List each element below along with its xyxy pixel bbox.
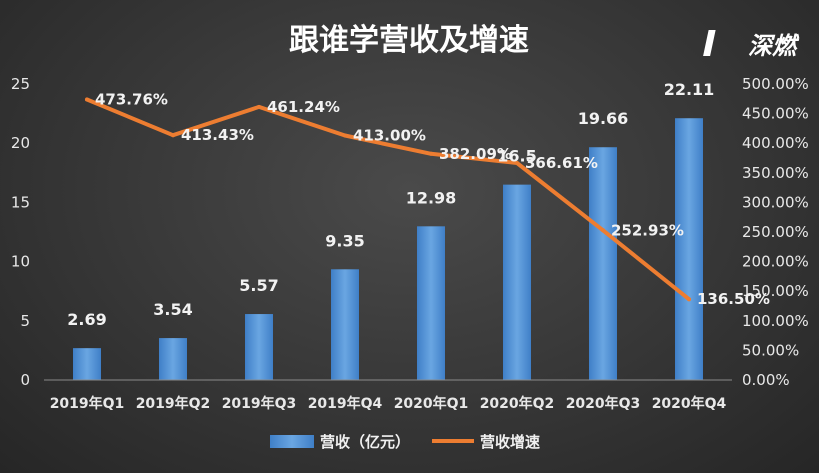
bar-series (73, 118, 703, 381)
left-axis: 0 5 10 15 20 25 (11, 75, 30, 389)
x-axis-tick-label: 2020年Q1 (394, 395, 469, 412)
revenue-bar-label: 3.54 (153, 300, 192, 319)
left-axis-tick-label: 10 (11, 253, 30, 271)
left-axis-tick-label: 5 (20, 312, 30, 330)
legend-label-bar: 营收（亿元） (320, 433, 410, 451)
x-axis-tick-label: 2019年Q1 (50, 395, 125, 412)
revenue-bar (159, 338, 187, 380)
growth-rate-point (687, 297, 691, 302)
right-axis: 0.00% 50.00% 100.00% 150.00% 200.00% 250.00% 3… (742, 75, 809, 389)
right-axis-tick-label: 150.00% (742, 282, 809, 300)
growth-rate-point (85, 97, 89, 102)
growth-rate-label: 252.93% (611, 221, 684, 239)
revenue-bar-label: 22.11 (664, 80, 715, 99)
growth-rate-label: 136.50% (697, 290, 770, 308)
growth-rate-point (343, 133, 347, 138)
legend-label-line: 营收增速 (480, 433, 540, 451)
growth-rate-label: 461.24% (267, 98, 340, 116)
revenue-bar (589, 147, 617, 380)
growth-rate-point (257, 104, 261, 109)
growth-rate-label: 413.00% (353, 127, 426, 145)
growth-rate-label: 473.76% (95, 91, 168, 109)
chart-title: 跟谁学营收及增速 (289, 23, 529, 58)
legend-swatch-bar (270, 435, 314, 448)
growth-rate-point (515, 160, 519, 165)
right-axis-tick-label: 450.00% (742, 105, 809, 123)
revenue-bar (675, 118, 703, 381)
right-axis-tick-label: 500.00% (742, 75, 809, 93)
x-axis-tick-label: 2020年Q4 (652, 395, 727, 412)
revenue-bar (331, 269, 359, 380)
revenue-bar-label: 2.69 (67, 310, 106, 329)
revenue-bar (503, 184, 531, 380)
revenue-bar-label: 16.5 (497, 147, 536, 166)
left-axis-tick-label: 0 (20, 371, 30, 389)
revenue-bar-label: 5.57 (239, 276, 278, 295)
data-labels: 2.69 3.54 5.57 9.35 12.98 16.5 19.66 22.11 473.7… (67, 80, 770, 329)
right-axis-tick-label: 100.00% (742, 312, 809, 330)
revenue-bar (417, 226, 445, 380)
growth-rate-point (171, 133, 175, 138)
watermark-logo: 深燃 (703, 30, 800, 60)
right-axis-tick-label: 400.00% (742, 134, 809, 152)
left-axis-tick-label: 15 (11, 193, 30, 211)
growth-rate-point (429, 151, 433, 156)
watermark-text: 深燃 (748, 32, 800, 60)
revenue-bar (245, 314, 273, 380)
x-axis-tick-label: 2019年Q2 (136, 395, 211, 412)
growth-rate-label: 382.09% (439, 145, 512, 163)
x-axis-tick-label: 2019年Q4 (308, 395, 383, 412)
revenue-bar-label: 19.66 (578, 109, 629, 128)
right-axis-tick-label: 350.00% (742, 164, 809, 182)
right-axis-tick-label: 200.00% (742, 253, 809, 271)
left-axis-tick-label: 25 (11, 75, 30, 93)
growth-rate-label: 413.43% (181, 126, 254, 144)
legend: 营收（亿元） 营收增速 (270, 433, 540, 451)
x-axis: 2019年Q1 2019年Q2 2019年Q3 2019年Q4 2020年Q1 2020年… (44, 379, 732, 412)
revenue-bar (73, 348, 101, 380)
revenue-bar-label: 12.98 (406, 188, 457, 207)
right-axis-tick-label: 250.00% (742, 223, 809, 241)
right-axis-tick-label: 0.00% (742, 371, 790, 389)
left-axis-tick-label: 20 (11, 134, 30, 152)
growth-rate-line (85, 97, 691, 302)
x-axis-tick-label: 2020年Q2 (480, 395, 555, 412)
growth-rate-point (601, 228, 605, 233)
x-axis-tick-label: 2020年Q3 (566, 395, 641, 412)
x-axis-tick-label: 2019年Q3 (222, 395, 297, 412)
right-axis-tick-label: 300.00% (742, 193, 809, 211)
growth-rate-label: 366.61% (525, 154, 598, 172)
revenue-bar-label: 9.35 (325, 231, 364, 250)
line-series (85, 97, 691, 302)
right-axis-tick-label: 50.00% (742, 341, 799, 359)
